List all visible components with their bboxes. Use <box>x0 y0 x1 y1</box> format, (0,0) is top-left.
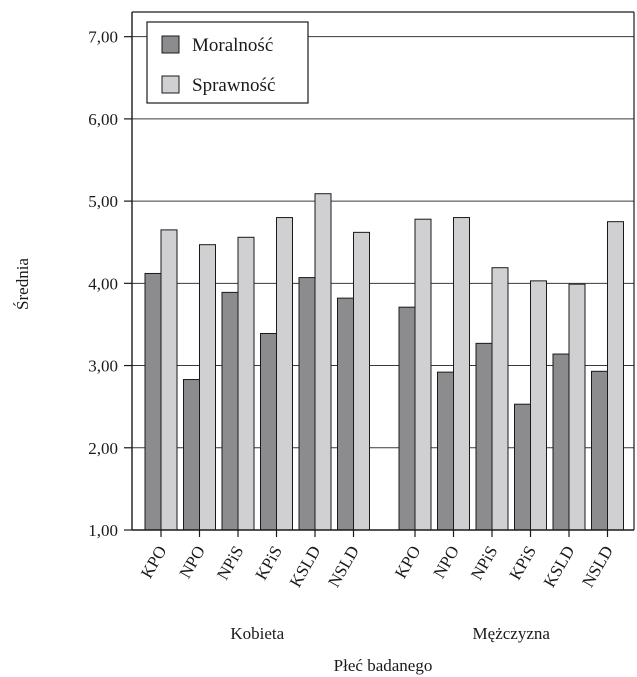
bar-sprawnosc-kobieta-npis <box>237 236 255 531</box>
bar-moralnosc-mężczyzna-ksld <box>552 353 570 531</box>
bar-sprawnosc-mężczyzna-kpis <box>530 280 547 531</box>
bar-moralnosc-mężczyzna-npo <box>437 371 454 531</box>
group-labels: Kobieta Mężczyzna <box>230 624 550 643</box>
bar-moralnosc-kobieta-npo <box>183 379 200 531</box>
bar-moralnosc-mężczyzna-nsld <box>591 370 608 531</box>
bar-sprawnosc-kobieta-npo <box>199 244 216 531</box>
y-axis-title: Średnia <box>13 258 32 310</box>
bar-sprawnosc-kobieta-kpis <box>276 217 293 531</box>
y-tick-label: 5,00 <box>88 192 118 211</box>
legend-swatch-sprawnosc <box>161 75 180 94</box>
y-tick-label: 6,00 <box>88 110 118 129</box>
legend-label-moralnosc: Moralność <box>192 35 273 56</box>
bar-sprawnosc-mężczyzna-kpo <box>414 218 432 531</box>
category-label: NPiS <box>467 543 501 584</box>
category-label: KSLD <box>286 543 325 591</box>
axes <box>131 11 635 531</box>
y-tick-label: 7,00 <box>88 28 118 47</box>
bar-moralnosc-mężczyzna-kpis <box>514 403 531 531</box>
y-tick-label: 2,00 <box>88 439 118 458</box>
category-label: NPiS <box>213 543 247 584</box>
x-axis-title: Płeć badanego <box>334 656 433 675</box>
category-label: KPiS <box>252 543 286 584</box>
y-tick-label: 4,00 <box>88 274 118 293</box>
y-ticks: 1,00 2,00 3,00 4,00 5,00 6,00 7,00 <box>88 28 132 540</box>
bar-sprawnosc-mężczyzna-nsld <box>607 221 624 531</box>
y-tick-label: 3,00 <box>88 357 118 376</box>
category-label: NSLD <box>578 543 617 591</box>
bars <box>144 193 624 531</box>
category-label: KSLD <box>540 543 579 591</box>
group-label: Kobieta <box>230 624 284 643</box>
bar-sprawnosc-mężczyzna-ksld <box>568 283 586 531</box>
bar-moralnosc-kobieta-ksld <box>298 277 316 531</box>
category-label: KPiS <box>506 543 540 584</box>
bar-moralnosc-kobieta-kpo <box>144 272 162 531</box>
bar-sprawnosc-kobieta-nsld <box>353 231 370 531</box>
group-label: Mężczyzna <box>473 624 551 643</box>
bar-moralnosc-kobieta-kpis <box>260 332 277 531</box>
legend-swatch-moralnosc <box>161 35 180 54</box>
bar-moralnosc-mężczyzna-kpo <box>398 306 416 531</box>
category-labels: KPO NPO NPiS KPiS KSLD NSLD KPO NPO NPiS KPiS KSLD… <box>137 530 617 590</box>
category-label: KPO <box>391 543 424 582</box>
bar-moralnosc-kobieta-nsld <box>337 297 354 531</box>
bar-sprawnosc-mężczyzna-npis <box>491 267 509 531</box>
category-label: NPO <box>430 543 463 582</box>
category-label: KPO <box>137 543 170 582</box>
bar-sprawnosc-kobieta-kpo <box>160 229 178 531</box>
bar-sprawnosc-kobieta-ksld <box>314 193 332 531</box>
category-label: NSLD <box>324 543 363 591</box>
y-tick-label: 1,00 <box>88 521 118 540</box>
bar-sprawnosc-mężczyzna-npo <box>453 217 470 531</box>
bar-moralnosc-mężczyzna-npis <box>475 342 493 531</box>
category-label: NPO <box>176 543 209 582</box>
bar-moralnosc-kobieta-npis <box>221 291 239 531</box>
legend: Moralność Sprawność <box>146 21 309 104</box>
legend-label-sprawnosc: Sprawność <box>192 75 275 96</box>
